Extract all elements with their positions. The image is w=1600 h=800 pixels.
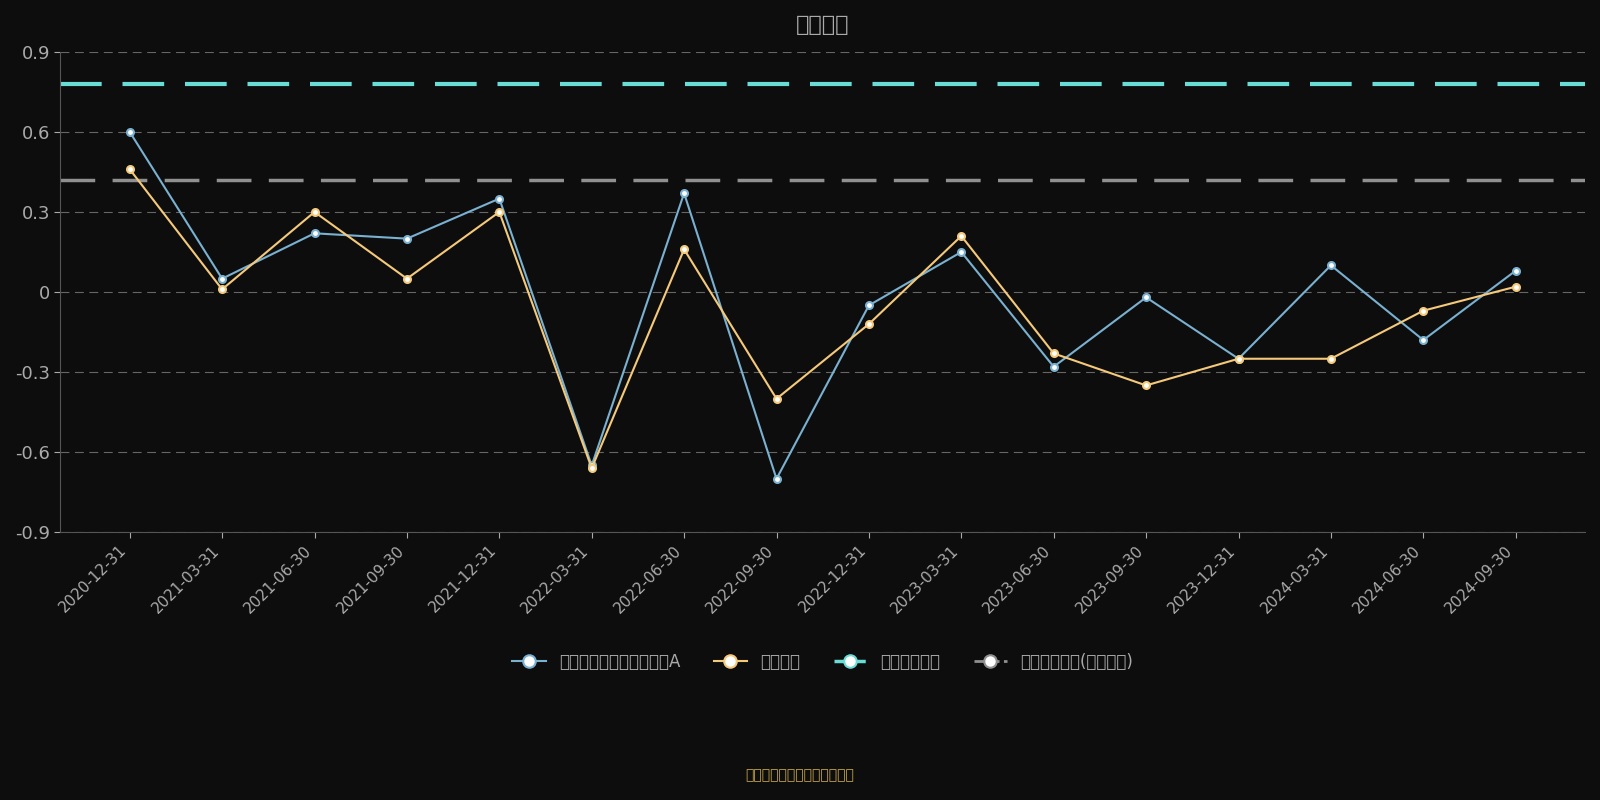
Title: 夏普比率: 夏普比率 [795,15,850,35]
Legend: 国联安鑫享灵活配置混合A, 同类平均, 五年夏普比率, 五年夏普比率(同类均值): 国联安鑫享灵活配置混合A, 同类平均, 五年夏普比率, 五年夏普比率(同类均值) [506,646,1139,678]
Text: 制图数据来自恒生聚源数据库: 制图数据来自恒生聚源数据库 [746,768,854,782]
